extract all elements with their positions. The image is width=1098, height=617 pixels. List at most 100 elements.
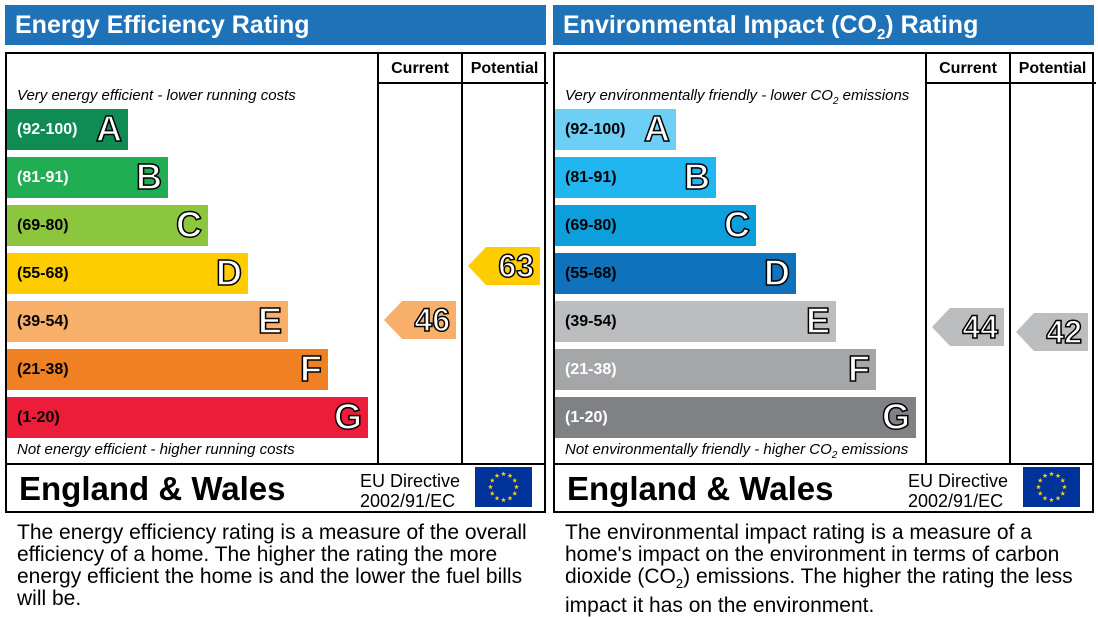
eu-star-icon [512,490,518,496]
eu-directive: EU Directive 2002/91/EC [908,471,1008,511]
eu-star-icon [494,495,500,501]
eu-star-icon [501,471,506,477]
band-bar-c: (69-80) C [555,203,756,246]
column-divider [377,54,379,465]
eu-star-icon [1037,490,1043,496]
eu-star-icon [488,484,493,490]
eu-star-icon [1060,490,1066,496]
eu-star-icon [1049,471,1054,477]
band-bar-c: (69-80) C [7,203,208,246]
band-bar-f: (21-38) F [7,347,328,390]
directive-line-2: 2002/91/EC [360,491,456,511]
region-label: England & Wales [567,470,834,507]
band-letter: E [805,299,831,342]
title-text-end: ) Rating [885,11,979,39]
eu-star-icon [489,490,495,496]
description-text: The environmental impact rating is a mea… [565,521,1060,588]
band-range: (1-20) [17,409,60,426]
band-range: (55-68) [17,265,69,282]
current-rating-value: 46 [414,301,451,339]
current-rating-value: 44 [962,308,999,346]
eu-star-icon [1042,473,1048,478]
top-caption: Very energy efficient - lower running co… [17,87,296,104]
title-text: Environmental Impact (CO [563,11,877,39]
column-divider [461,54,463,465]
current-rating-arrow: 44 [932,308,1004,346]
region-label: England & Wales [19,470,286,507]
band-bar-b: (81-91) B [555,155,716,198]
band-letter: D [215,251,243,294]
potential-rating-value: 63 [498,247,535,285]
column-divider [1009,54,1011,465]
eu-star-icon [1049,497,1054,503]
chart-frame: Current Potential Very environmentally f… [553,52,1096,513]
eu-star-icon [507,473,513,478]
footer-divider [555,463,1092,465]
header-divider [925,82,1096,84]
caption-text-end: emissions [838,87,910,104]
column-header-potential: Potential [470,60,539,77]
potential-rating-arrow: 42 [1016,313,1088,351]
band-range: (39-54) [565,313,617,330]
eu-star-icon [489,477,495,483]
band-bar-e: (39-54) E [7,299,288,342]
column-header-current: Current [939,60,997,77]
eu-star-icon [1036,484,1041,490]
eu-star-icon [501,497,506,503]
directive-line-1: EU Directive [360,471,461,491]
band-bar-f: (21-38) F [555,347,876,390]
eu-star-icon [507,495,513,501]
eu-star-icon [1062,484,1067,490]
eu-stars-icon [1036,471,1067,503]
column-header-current: Current [391,60,449,77]
current-rating-arrow: 46 [384,301,456,339]
chart-description: The energy efficiency rating is a measur… [17,521,527,610]
band-range: (55-68) [565,265,617,282]
eu-star-icon [1060,477,1066,483]
directive-line-2: 2002/91/EC [908,491,1004,511]
band-range: (39-54) [17,313,69,330]
band-range: (92-100) [565,121,626,138]
footer-divider [7,463,544,465]
potential-rating-arrow: 63 [468,247,540,285]
band-bar-g: (1-20) G [7,395,368,438]
eu-star-icon [494,473,500,478]
band-bar-e: (39-54) E [555,299,836,342]
band-letter: D [763,251,791,294]
environmental-impact-panel: Environmental Impact (CO2) Rating Curren… [553,0,1096,617]
caption-text: Very environmentally friendly - lower CO [565,87,833,104]
chart-description: The environmental impact rating is a mea… [565,522,1090,617]
description-text-end: ) emissions. The higher the rating the l… [565,565,1073,617]
description-subscript: 2 [675,576,684,592]
band-range: (1-20) [565,409,608,426]
band-letter: E [257,299,283,342]
energy-efficiency-panel: Energy Efficiency Rating Current Potenti… [5,0,548,613]
directive-line-1: EU Directive [908,471,1009,491]
eu-flag-icon [475,467,532,507]
title-subscript: 2 [876,26,886,43]
eu-star-icon [1042,495,1048,501]
band-bar-d: (55-68) D [7,251,248,294]
eu-star-icon [514,484,519,490]
band-bar-d: (55-68) D [555,251,796,294]
eu-star-icon [1055,495,1061,501]
eu-star-icon [1037,477,1043,483]
column-header-potential: Potential [1018,60,1087,77]
chart-title: Energy Efficiency Rating [5,5,546,45]
band-range: (69-80) [17,217,69,234]
band-range: (69-80) [565,217,617,234]
band-range: (92-100) [17,121,78,138]
band-letter: G [881,395,911,438]
band-letter: A [643,107,671,150]
band-bar-a: (92-100) A [555,107,676,150]
bottom-caption: Not energy efficient - higher running co… [17,441,295,458]
chart-title: Environmental Impact (CO2) Rating [553,5,1094,45]
band-range: (21-38) [565,361,617,378]
eu-stars-icon [488,471,519,503]
chart-frame: Current Potential Very energy efficient … [5,52,548,513]
band-range: (21-38) [17,361,69,378]
band-letter: C [723,203,751,246]
eu-directive: EU Directive 2002/91/EC [360,471,460,511]
eu-flag-icon [1023,467,1080,507]
bottom-caption: Not environmentally friendly - higher CO… [565,441,908,461]
